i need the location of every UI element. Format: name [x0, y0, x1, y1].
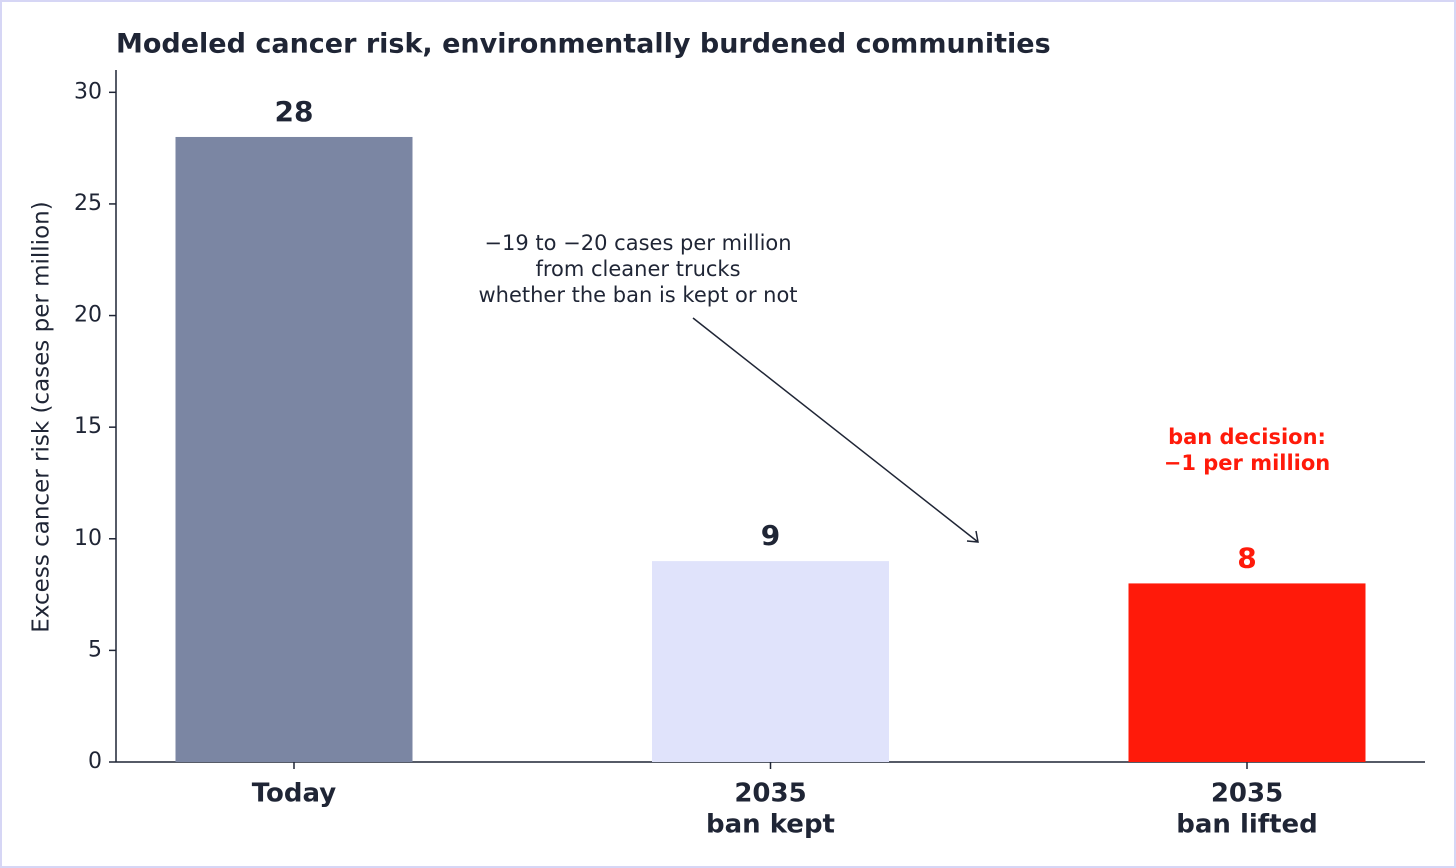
x-tick-label: 2035	[1211, 779, 1283, 809]
value-label: 28	[275, 95, 314, 128]
y-tick-label: 15	[74, 414, 102, 439]
annotation: whether the ban is kept or not	[478, 283, 797, 307]
y-tick-label: 20	[74, 303, 102, 328]
x-tick-label: 2035	[734, 779, 806, 809]
x-tick-label: Today	[252, 779, 337, 809]
value-label: 9	[761, 519, 780, 552]
annotation: −19 to −20 cases per million	[484, 231, 791, 255]
annotation: ban decision:	[1168, 425, 1326, 449]
y-axis-label: Excess cancer risk (cases per million)	[29, 201, 55, 632]
bar	[175, 136, 413, 762]
annotation: from cleaner trucks	[535, 257, 740, 281]
annotation: −1 per million	[1164, 451, 1331, 475]
x-tick-label: ban kept	[706, 810, 835, 840]
y-tick-label: 0	[88, 749, 102, 774]
bar	[652, 561, 889, 762]
y-tick-label: 30	[74, 79, 102, 104]
annotation-arrow	[692, 317, 979, 543]
value-label: 8	[1237, 541, 1256, 574]
bar	[1128, 583, 1366, 762]
y-tick-label: 25	[74, 191, 102, 216]
chart-title: Modeled cancer risk, environmentally bur…	[116, 29, 1051, 60]
arrow-head	[966, 530, 979, 543]
x-tick-label: ban lifted	[1176, 810, 1318, 840]
y-tick-label: 10	[74, 526, 102, 551]
y-tick-label: 5	[88, 637, 102, 662]
